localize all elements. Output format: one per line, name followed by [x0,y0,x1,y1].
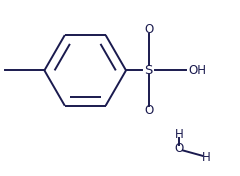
Text: O: O [144,23,153,36]
Text: H: H [174,128,183,141]
Text: OH: OH [188,64,206,77]
Text: H: H [202,151,211,164]
Text: O: O [144,104,153,117]
Text: S: S [145,64,153,77]
Text: O: O [174,142,183,155]
